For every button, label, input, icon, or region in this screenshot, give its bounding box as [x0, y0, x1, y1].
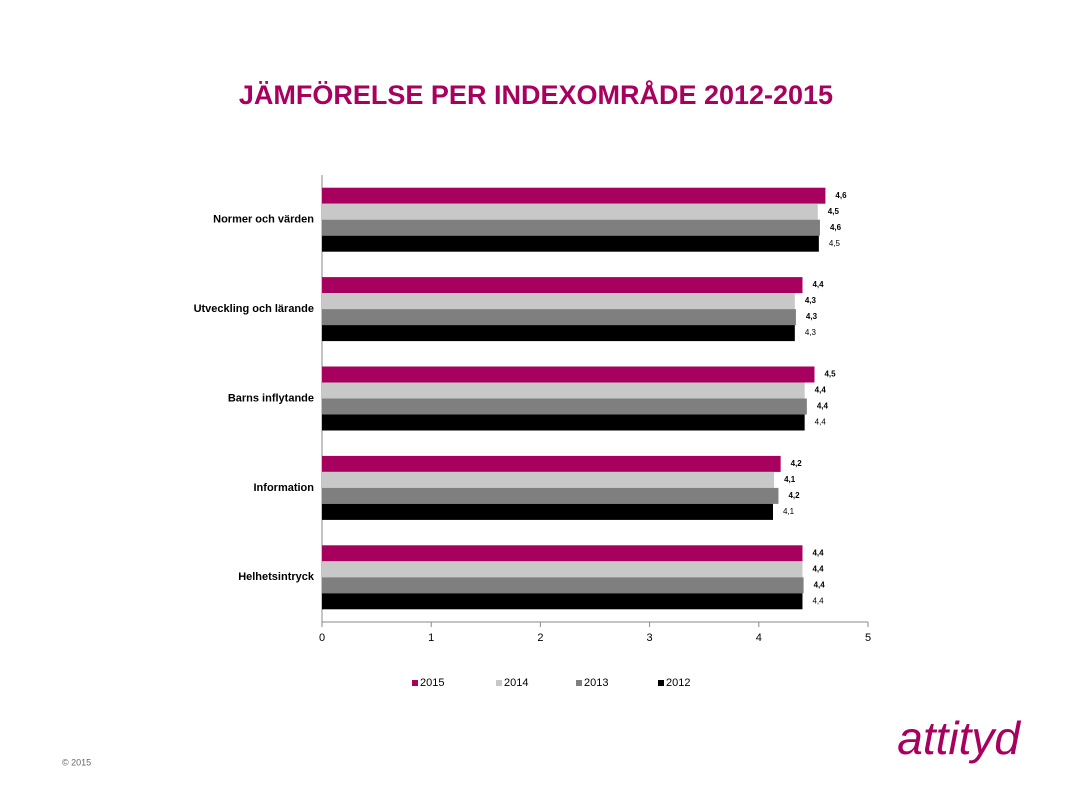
value-label: 4,2 — [791, 459, 803, 468]
chart-title: JÄMFÖRELSE PER INDEXOMRÅDE 2012-2015 — [239, 79, 833, 110]
value-label: 4,1 — [784, 475, 796, 484]
value-label: 4,4 — [815, 386, 827, 395]
bar — [322, 471, 775, 488]
x-tick-label: 2 — [537, 632, 543, 644]
bar — [322, 577, 804, 594]
value-label: 4,4 — [817, 402, 829, 411]
y-tick-label: Information — [254, 482, 315, 494]
bar — [322, 414, 805, 431]
value-label: 4,5 — [828, 207, 840, 216]
bar — [322, 293, 795, 310]
value-label: 4,4 — [815, 418, 827, 427]
legend-label: 2012 — [666, 677, 690, 689]
value-label: 4,3 — [805, 296, 817, 305]
y-tick-label: Barns inflytande — [228, 392, 314, 404]
value-label: 4,1 — [783, 507, 795, 516]
bar — [322, 561, 803, 578]
x-tick-label: 5 — [865, 632, 871, 644]
legend-label: 2013 — [584, 677, 608, 689]
value-label: 4,2 — [788, 491, 800, 500]
bar — [322, 593, 803, 610]
bar — [322, 277, 803, 294]
value-label: 4,4 — [812, 280, 824, 289]
bar — [322, 325, 795, 342]
value-label: 4,6 — [835, 191, 847, 200]
legend-label: 2015 — [420, 677, 444, 689]
value-label: 4,5 — [829, 239, 841, 248]
y-tick-label: Normer och värden — [213, 214, 314, 226]
legend-swatch — [412, 680, 418, 686]
value-label: 4,4 — [812, 548, 824, 557]
copyright: © 2015 — [62, 757, 91, 767]
value-label: 4,4 — [812, 564, 824, 573]
bar — [322, 503, 773, 520]
value-label: 4,4 — [812, 596, 824, 605]
legend-swatch — [576, 680, 582, 686]
bar — [322, 187, 826, 204]
y-tick-label: Helhetsintryck — [238, 571, 315, 583]
bar — [322, 235, 819, 252]
y-tick-label: Utveckling och lärande — [194, 303, 314, 315]
bar — [322, 309, 796, 326]
x-tick-label: 3 — [647, 632, 653, 644]
logo: attityd — [897, 712, 1021, 764]
bar — [322, 219, 820, 236]
value-label: 4,4 — [814, 580, 826, 589]
bar — [322, 545, 803, 562]
legend-swatch — [496, 680, 502, 686]
bar — [322, 398, 807, 415]
value-label: 4,3 — [806, 312, 818, 321]
legend-swatch — [658, 680, 664, 686]
x-tick-label: 1 — [428, 632, 434, 644]
x-tick-label: 0 — [319, 632, 325, 644]
value-label: 4,3 — [805, 328, 817, 337]
bar — [322, 382, 805, 399]
bar — [322, 455, 781, 472]
legend-label: 2014 — [504, 677, 528, 689]
x-tick-label: 4 — [756, 632, 762, 644]
bar — [322, 203, 818, 220]
bar — [322, 366, 815, 383]
value-label: 4,6 — [830, 223, 842, 232]
bar — [322, 487, 779, 504]
value-label: 4,5 — [824, 370, 836, 379]
